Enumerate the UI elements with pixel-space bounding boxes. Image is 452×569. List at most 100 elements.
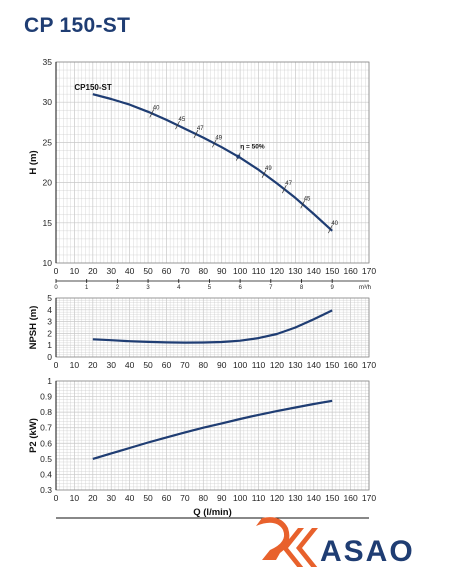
logo-mark-chevron-2 [296, 528, 318, 567]
curves-layer [92, 93, 333, 460]
x-tick-label: 150 [325, 360, 339, 370]
x-tick-label: 60 [162, 360, 172, 370]
x-tick-label: 100 [233, 360, 247, 370]
series-line [92, 93, 333, 232]
x-tick-label: 140 [307, 360, 321, 370]
x-tick-label: 20 [88, 266, 98, 276]
x-tick-label: 20 [88, 360, 98, 370]
x-tick-label: 90 [217, 360, 227, 370]
secondary-tick-label: 8 [300, 285, 304, 291]
y-axis-label: NPSH (m) [28, 306, 39, 350]
secondary-tick-label: 1 [85, 285, 89, 291]
secondary-tick-label: 9 [331, 285, 335, 291]
x-tick-label: 150 [325, 266, 339, 276]
efficiency-label: 49 [215, 135, 222, 141]
logo-text: ASAO [320, 535, 415, 568]
x-tick-label: 160 [343, 360, 357, 370]
x-tick-label: 130 [288, 360, 302, 370]
x-tick-label: 60 [162, 266, 172, 276]
efficiency-tick [175, 121, 180, 130]
x-tick-label: 90 [217, 493, 227, 503]
x-tick-label: 110 [252, 360, 266, 370]
secondary-tick-label: 2 [116, 285, 120, 291]
y-tick-label: 20 [43, 178, 53, 188]
y-tick-label: 15 [43, 218, 53, 228]
y-tick-label: 0 [47, 352, 52, 362]
x-tick-label: 170 [362, 360, 376, 370]
y-tick-label: 5 [47, 293, 52, 303]
efficiency-peak-dot [236, 154, 241, 159]
x-tick-label: 110 [252, 493, 266, 503]
x-tick-label: 120 [270, 266, 284, 276]
y-tick-label: 4 [47, 305, 52, 315]
efficiency-label: η = 50% [240, 144, 265, 151]
efficiency-label: 40 [153, 105, 160, 111]
x-tick-label: 50 [143, 266, 153, 276]
y-tick-label: 3 [47, 317, 52, 327]
y-axis-label: H (m) [28, 150, 39, 174]
secondary-tick-label: 0 [54, 285, 58, 291]
x-tick-label: 110 [252, 266, 266, 276]
x-tick-label: 80 [199, 360, 209, 370]
efficiency-tick [212, 139, 217, 148]
y-tick-label: 35 [43, 57, 53, 67]
x-tick-label: 130 [288, 493, 302, 503]
x-tick-label: 0 [54, 493, 59, 503]
x-tick-label: 0 [54, 360, 59, 370]
x-tick-label: 160 [343, 493, 357, 503]
x-tick-label: 50 [143, 360, 153, 370]
efficiency-label: 47 [285, 181, 292, 187]
y-tick-label: 1 [47, 376, 52, 386]
axes-layer [55, 61, 370, 519]
x-tick-label: 150 [325, 493, 339, 503]
logo-mark-swoosh [256, 517, 290, 560]
y-tick-label: 1 [47, 340, 52, 350]
y-tick-label: 10 [43, 258, 53, 268]
y-axis-label: P2 (kW) [28, 418, 39, 453]
efficiency-tick [149, 109, 155, 118]
x-tick-label: 170 [362, 266, 376, 276]
x-tick-label: 60 [162, 493, 172, 503]
efficiency-tick [193, 129, 199, 139]
y-tick-label: 0.6 [40, 438, 52, 448]
plot-frame [55, 61, 370, 264]
series-line [92, 399, 333, 460]
efficiency-label: 45 [179, 117, 186, 123]
y-tick-label: 0.9 [40, 392, 52, 402]
y-tick-label: 0.8 [40, 407, 52, 417]
efficiency-label: 40 [331, 221, 338, 227]
y-tick-label: 25 [43, 137, 53, 147]
efficiency-label: 49 [265, 166, 272, 172]
efficiency-label: 45 [304, 196, 311, 202]
secondary-tick-label: 6 [238, 285, 242, 291]
x-tick-label: 80 [199, 493, 209, 503]
x-tick-label: 80 [199, 266, 209, 276]
x-tick-label: 40 [125, 360, 135, 370]
x-tick-label: 10 [70, 360, 80, 370]
x-tick-label: 90 [217, 266, 227, 276]
x-tick-label: 160 [343, 266, 357, 276]
efficiency-tick [281, 185, 287, 194]
series-line [92, 309, 333, 344]
efficiency-label: 47 [197, 126, 204, 132]
y-tick-label: 0.7 [40, 423, 52, 433]
x-tick-label: 20 [88, 493, 98, 503]
secondary-axis-unit: m³/h [359, 285, 371, 291]
plot-frame [55, 380, 370, 491]
x-tick-label: 30 [107, 266, 117, 276]
y-tick-label: 0.5 [40, 454, 52, 464]
x-tick-label: 130 [288, 266, 302, 276]
curve-label: CP150-ST [74, 83, 111, 92]
y-tick-label: 0.4 [40, 469, 52, 479]
x-tick-label: 30 [107, 493, 117, 503]
x-tick-label: 10 [70, 266, 80, 276]
x-tick-label: 100 [233, 266, 247, 276]
x-tick-label: 100 [233, 493, 247, 503]
page-title: CP 150-ST [24, 14, 131, 37]
x-tick-label: 40 [125, 493, 135, 503]
x-tick-label: 40 [125, 266, 135, 276]
efficiency-tick [261, 169, 267, 178]
efficiency-tick [328, 224, 333, 234]
x-tick-label: 10 [70, 493, 80, 503]
